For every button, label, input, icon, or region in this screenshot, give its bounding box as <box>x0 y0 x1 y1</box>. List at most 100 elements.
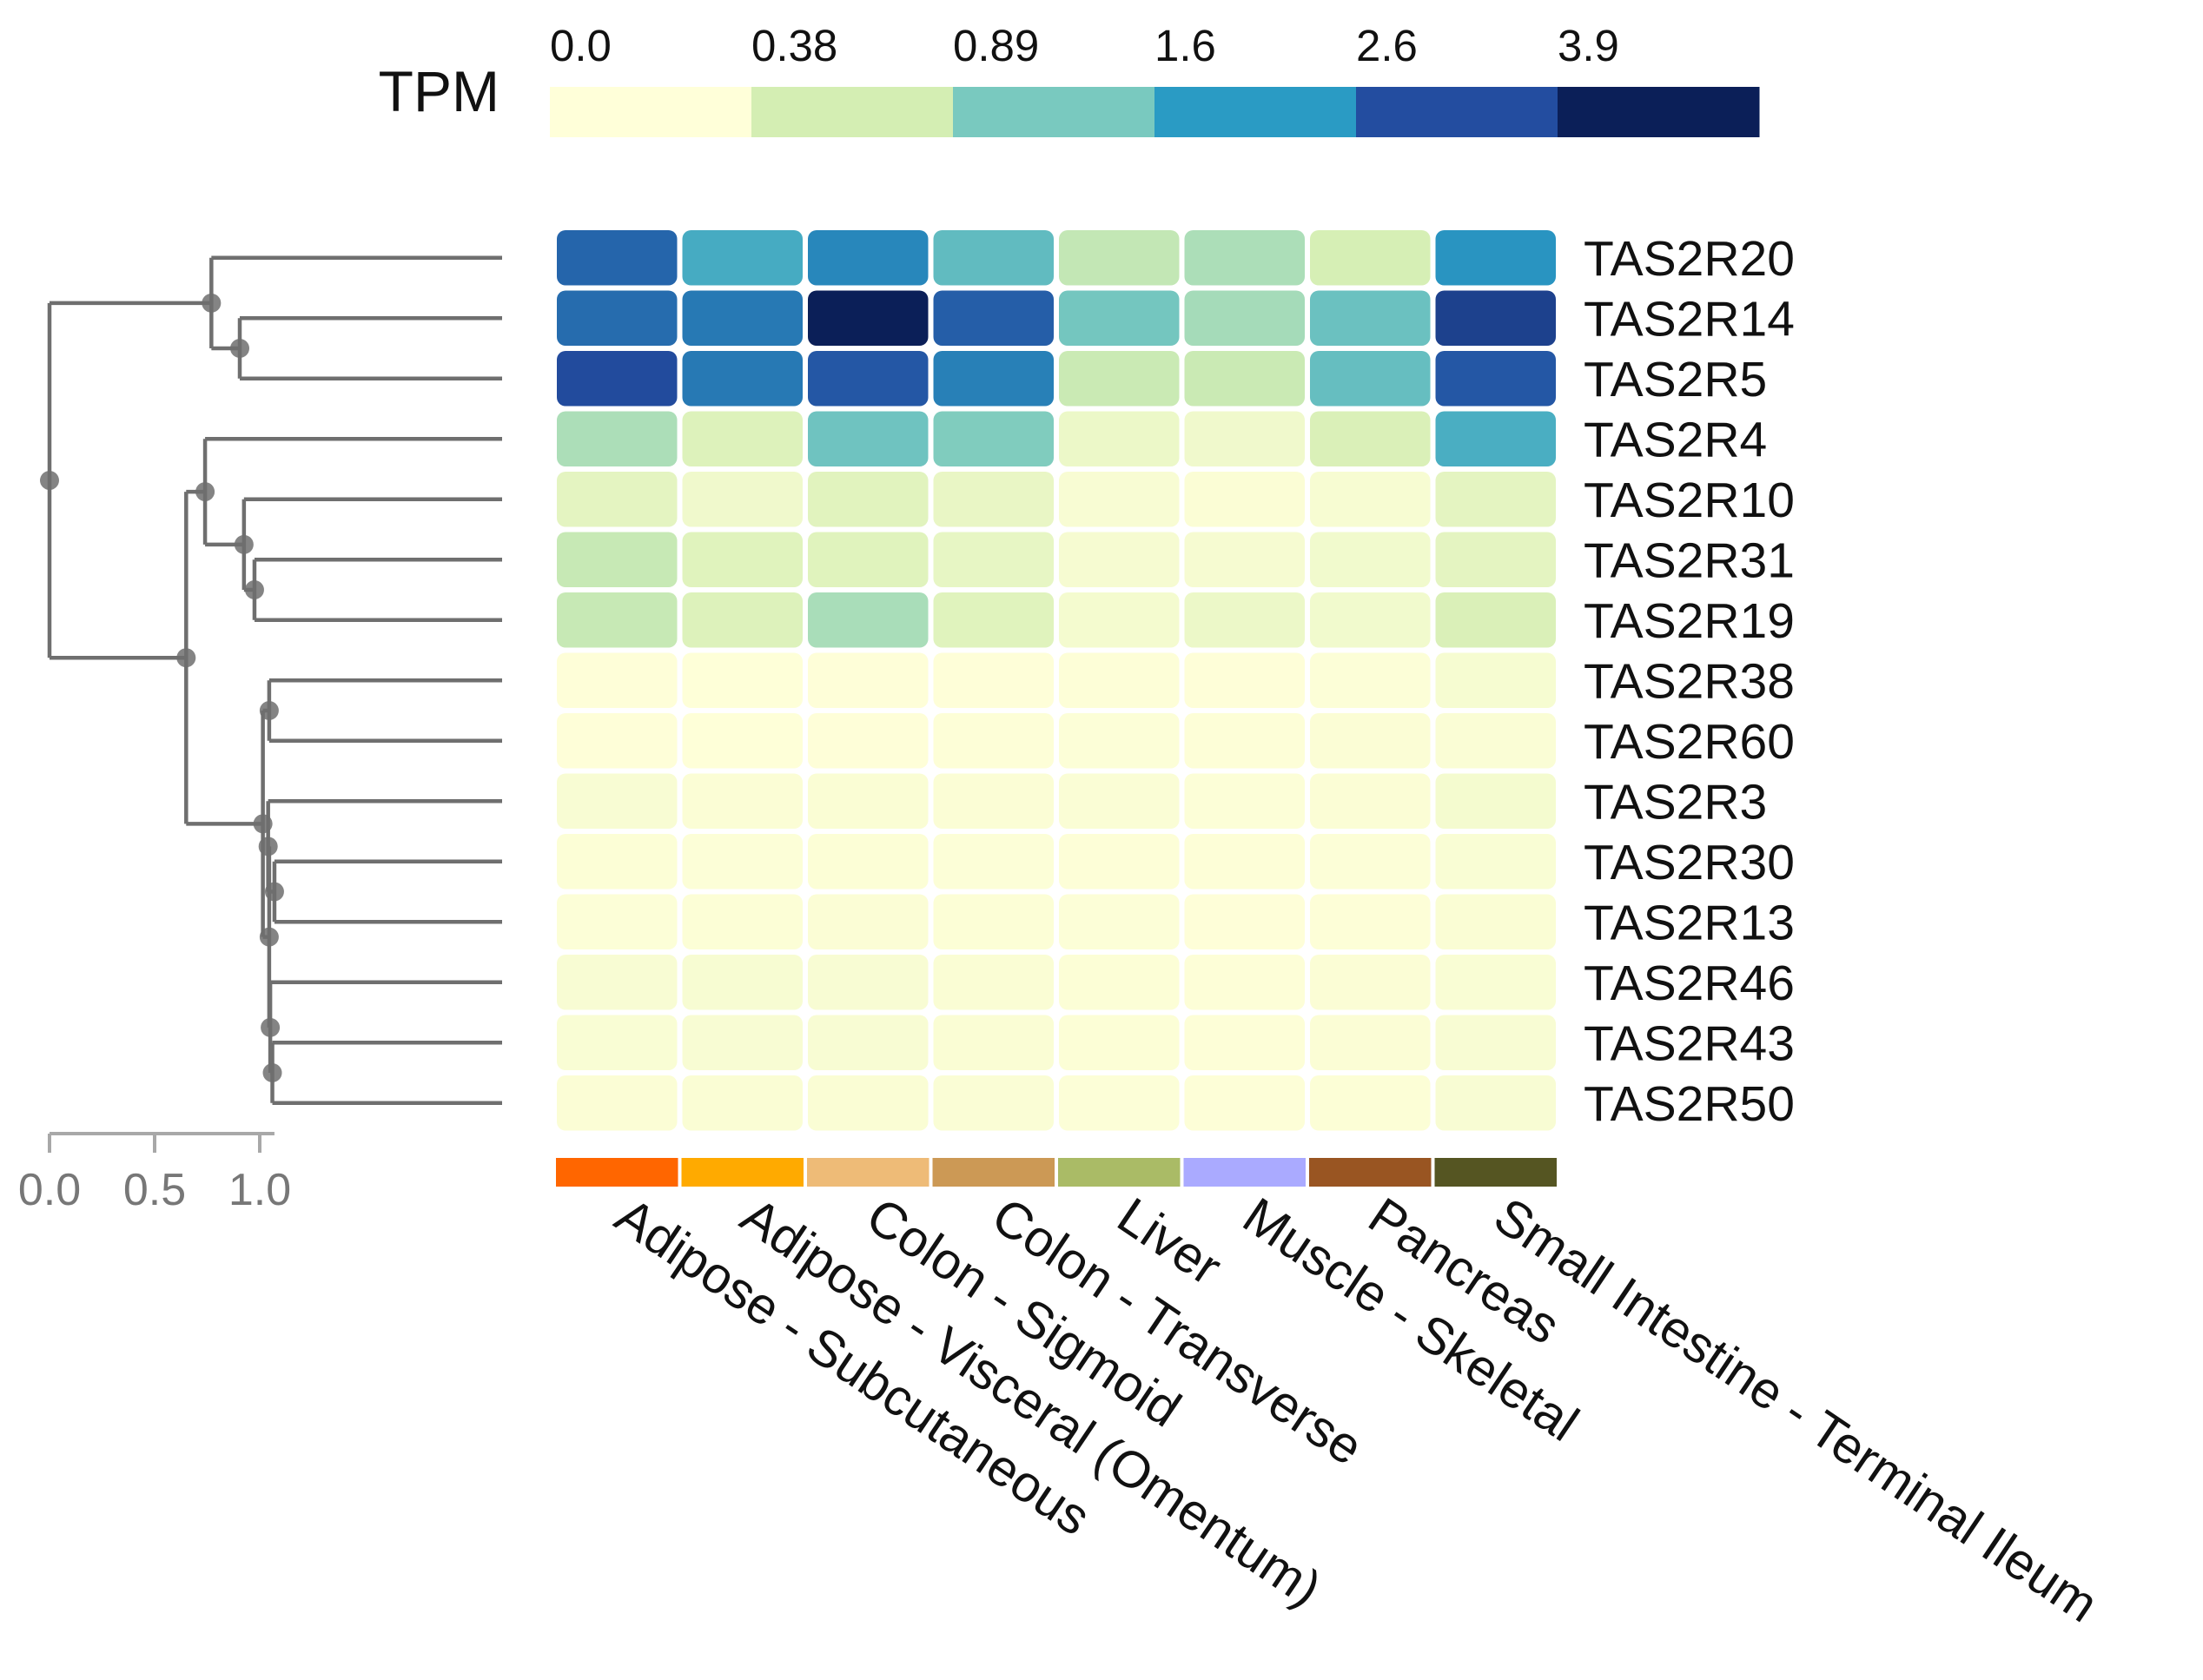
heatmap-cell <box>1310 532 1431 587</box>
heatmap-cell <box>1435 230 1556 286</box>
column-color-swatch <box>556 1158 678 1187</box>
dendrogram-node <box>195 482 215 502</box>
dendrogram-node <box>176 648 196 668</box>
heatmap-cell <box>1310 290 1431 346</box>
heatmap-cell <box>557 351 678 407</box>
legend-swatch-2 <box>953 87 1155 137</box>
heatmap-cell <box>557 773 678 829</box>
column-color-swatch <box>932 1158 1055 1187</box>
heatmap-cell <box>808 955 929 1010</box>
heatmap-cell <box>1059 532 1180 587</box>
heatmap-cell <box>1184 592 1305 648</box>
heatmap-cell <box>1310 411 1431 466</box>
heatmap-cell <box>682 1015 803 1070</box>
heatmap-cell <box>1310 834 1431 890</box>
dendrogram-node <box>258 837 278 857</box>
heatmap-cell <box>1184 652 1305 708</box>
heatmap-cell <box>1184 1015 1305 1070</box>
heatmap-cell <box>557 1015 678 1070</box>
heatmap-cell <box>1184 773 1305 829</box>
row-label: TAS2R5 <box>1584 352 1767 407</box>
column-color-swatch <box>1434 1158 1557 1187</box>
heatmap-cell <box>1310 230 1431 286</box>
column-color-swatch <box>1183 1158 1306 1187</box>
heatmap-cell <box>1184 290 1305 346</box>
legend-tick-label: 0.89 <box>953 21 1039 70</box>
heatmap-cell <box>933 411 1054 466</box>
heatmap-cell <box>557 290 678 346</box>
legend-swatch-0 <box>550 87 752 137</box>
heatmap-cell <box>808 652 929 708</box>
heatmap-cell <box>1310 592 1431 648</box>
row-label: TAS2R19 <box>1584 593 1795 649</box>
row-label: TAS2R3 <box>1584 774 1767 830</box>
heatmap-cell <box>808 532 929 587</box>
heatmap-cell <box>1435 773 1556 829</box>
heatmap-cell <box>1184 1075 1305 1131</box>
heatmap-cell <box>808 230 929 286</box>
heatmap-cell <box>1435 592 1556 648</box>
column-color-swatch <box>807 1158 929 1187</box>
heatmap-cell <box>1059 1015 1180 1070</box>
heatmap-cell <box>933 532 1054 587</box>
dendrogram-node <box>264 882 284 902</box>
heatmap-cell <box>1435 1075 1556 1131</box>
heatmap-cell <box>808 290 929 346</box>
heatmap-cell <box>1310 1015 1431 1070</box>
dendrogram-node <box>253 814 273 834</box>
heatmap-cell <box>682 773 803 829</box>
row-label: TAS2R46 <box>1584 956 1795 1011</box>
heatmap-cell <box>682 230 803 286</box>
legend-tick-label: 0.38 <box>751 21 837 70</box>
row-label: TAS2R30 <box>1584 835 1795 890</box>
column-color-bar <box>556 1158 1557 1187</box>
legend-swatch-5 <box>1558 87 1760 137</box>
heatmap-cell <box>1059 834 1180 890</box>
heatmap-cell <box>557 592 678 648</box>
heatmap-cell <box>682 472 803 527</box>
row-label: TAS2R60 <box>1584 714 1795 770</box>
color-legend: TPM 0.0 0.38 0.89 1.6 2.6 3.9 <box>379 21 1760 137</box>
heatmap-cell <box>933 230 1054 286</box>
legend-tick-label: 2.6 <box>1356 21 1418 70</box>
heatmap-cell <box>933 472 1054 527</box>
heatmap-cell <box>933 834 1054 890</box>
heatmap-cell <box>682 1075 803 1131</box>
row-dendrogram <box>40 255 502 1105</box>
heatmap-cell <box>557 652 678 708</box>
heatmap-cell <box>1310 955 1431 1010</box>
dendrogram-node <box>262 1063 282 1082</box>
heatmap-cell <box>933 652 1054 708</box>
column-color-swatch <box>681 1158 804 1187</box>
heatmap-cell <box>1059 713 1180 769</box>
legend-tick-label: 3.9 <box>1558 21 1619 70</box>
heatmap-cell <box>1059 773 1180 829</box>
heatmap-cell <box>682 652 803 708</box>
column-color-swatch <box>1058 1158 1181 1187</box>
heatmap-cell <box>1310 1075 1431 1131</box>
legend-swatch-3 <box>1154 87 1357 137</box>
heatmap-cell <box>682 351 803 407</box>
heatmap-cell <box>1059 290 1180 346</box>
heatmap-cell <box>557 834 678 890</box>
heatmap-cell <box>557 472 678 527</box>
heatmap-cell <box>682 834 803 890</box>
heatmap-cell <box>1184 351 1305 407</box>
heatmap-cell <box>682 290 803 346</box>
heatmap-cell <box>557 411 678 466</box>
heatmap-cell <box>1310 652 1431 708</box>
dendrogram-axis-tick-label: 0.0 <box>18 1165 81 1215</box>
heatmap-cell <box>933 1075 1054 1131</box>
heatmap-cell <box>1184 955 1305 1010</box>
heatmap-cell <box>557 532 678 587</box>
heatmap-cell <box>557 713 678 769</box>
heatmap-cell <box>1435 652 1556 708</box>
heatmap-cell <box>1184 411 1305 466</box>
heatmap-cell <box>1059 472 1180 527</box>
row-label: TAS2R13 <box>1584 895 1795 950</box>
legend-tick-label: 1.6 <box>1154 21 1216 70</box>
heatmap-cell <box>1435 1015 1556 1070</box>
heatmap-cell <box>1059 351 1180 407</box>
heatmap-cell <box>933 773 1054 829</box>
